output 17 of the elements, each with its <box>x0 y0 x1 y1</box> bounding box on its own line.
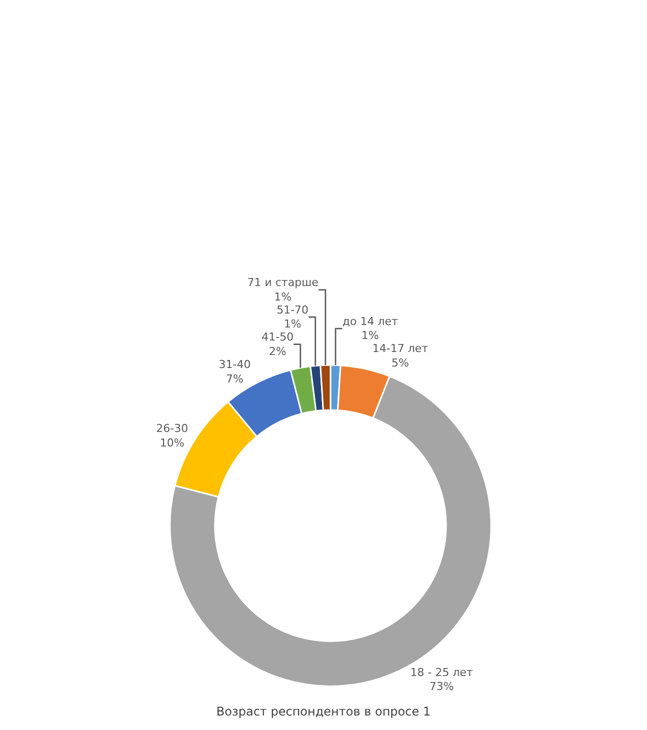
slice-label: 26-30 <box>156 422 188 435</box>
data-label: 1% <box>274 290 292 304</box>
data-label: 73% <box>429 680 454 694</box>
slice-label: 14-17 лет <box>372 342 429 356</box>
slice-label: до 14 лет <box>342 314 398 328</box>
slice-label: 51-70 <box>276 303 309 316</box>
text: Возраст респондентов в опросе 1 <box>216 704 431 718</box>
slice-label: 41-50 <box>262 330 294 344</box>
data-label: 7% <box>226 372 244 386</box>
slice-label: 18 - 25 лет <box>410 666 474 679</box>
data-label: 1% <box>284 318 302 331</box>
data-label: 2% <box>268 345 286 358</box>
data-label: 10% <box>160 436 184 450</box>
data-label: 1% <box>361 329 379 342</box>
slice-label: 71 и старше <box>247 276 319 290</box>
data-label: 5% <box>391 356 409 370</box>
slice-label: 31-40 <box>218 358 251 372</box>
